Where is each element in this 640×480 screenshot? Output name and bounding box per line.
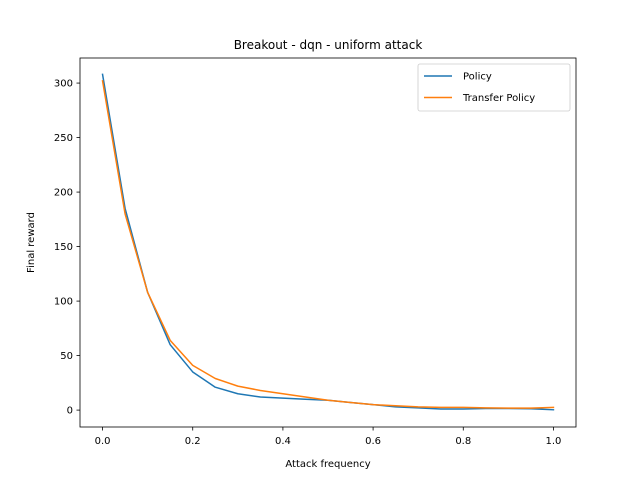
plot-frame	[79, 57, 577, 428]
x-tick-label: 0.0	[95, 436, 111, 447]
legend-label-transfer-policy: Transfer Policy	[462, 93, 535, 104]
y-tick-label: 150	[54, 242, 73, 253]
y-tick-label: 250	[54, 133, 73, 144]
x-tick-label: 0.4	[275, 436, 291, 447]
x-axis-ticks: 0.0 0.2 0.4 0.6 0.8 1.0	[95, 427, 562, 447]
y-tick-label: 200	[54, 188, 73, 199]
legend-label-policy: Policy	[463, 72, 492, 83]
y-axis-label: Final reward	[26, 212, 37, 273]
legend: Policy Transfer Policy	[417, 63, 571, 112]
x-axis-label: Attack frequency	[285, 459, 370, 470]
series-layer	[101, 73, 555, 411]
chart-title: Breakout - dqn - uniform attack	[234, 38, 423, 52]
y-axis-ticks: 0 50 100 150 200 250 300	[54, 79, 80, 417]
x-tick-label: 1.0	[546, 436, 562, 447]
x-tick-label: 0.6	[365, 436, 381, 447]
series-line-transfer-policy	[101, 80, 555, 409]
y-tick-label: 0	[67, 406, 73, 417]
y-tick-label: 300	[54, 79, 73, 90]
y-tick-label: 100	[54, 297, 73, 308]
x-tick-label: 0.2	[185, 436, 201, 447]
x-tick-label: 0.8	[455, 436, 471, 447]
legend-box	[417, 63, 571, 112]
y-tick-label: 50	[60, 351, 73, 362]
